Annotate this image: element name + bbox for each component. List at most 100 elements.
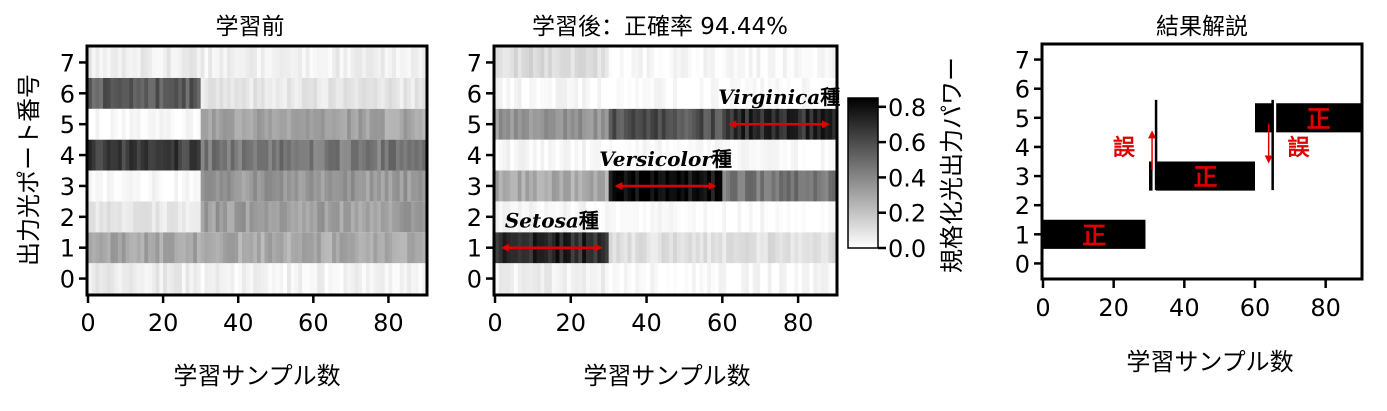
heatmap-cell (129, 263, 134, 294)
heatmap-cell (399, 201, 404, 233)
heatmap-cell (612, 201, 617, 233)
heatmap-cell (498, 77, 503, 109)
heatmap-cell (506, 201, 511, 233)
heatmap-cell (771, 263, 776, 294)
heatmap-cell (95, 139, 100, 171)
heatmap-cell (99, 201, 104, 233)
heatmap-cell (114, 47, 119, 78)
heatmap-cell (722, 139, 727, 171)
heatmap-cell (756, 201, 761, 233)
heatmap-cell (513, 201, 519, 233)
heatmap-cell (673, 139, 678, 171)
heatmap-cell (196, 201, 202, 233)
heatmap-cell (760, 139, 765, 171)
heatmap-cell (608, 232, 613, 264)
heatmap-cell (495, 201, 500, 233)
heatmap-cell (707, 47, 712, 78)
heatmap-cell (395, 47, 401, 78)
heatmap-cell (313, 170, 318, 202)
heatmap-cell (733, 139, 738, 171)
heatmap-cell (309, 108, 314, 140)
heatmap-cell (377, 201, 382, 233)
heatmap-cell (559, 170, 564, 202)
heatmap-cell (540, 201, 545, 233)
heatmap-cell (824, 139, 829, 171)
heatmap-cell (733, 263, 738, 294)
heatmap-cell (238, 47, 243, 78)
heatmap-cell (234, 77, 239, 109)
heatmap-cell (699, 201, 704, 233)
heatmap-cell (166, 232, 172, 264)
heatmap-cell (230, 77, 235, 109)
heatmap-cell (521, 201, 526, 233)
correct-label: 正 (1082, 221, 1106, 249)
heatmap-cell (767, 232, 772, 264)
heatmap-cell (790, 47, 795, 78)
heatmap-cell (313, 139, 318, 171)
heatmap-cell (272, 47, 277, 78)
heatmap-cell (369, 232, 374, 264)
colorbar-tick-label: 0.0 (888, 235, 926, 263)
heatmap-cell (249, 170, 254, 202)
heatmap-cell (230, 170, 235, 202)
heatmap-cell (377, 139, 382, 171)
heatmap-cell (820, 263, 826, 294)
heatmap-cell (272, 170, 277, 202)
heatmap-cell (268, 170, 273, 202)
heatmap-cell (257, 170, 262, 202)
heatmap-cell (155, 170, 160, 202)
heatmap-cell (692, 263, 697, 294)
heatmap-cell (597, 77, 602, 109)
heatmap-cell (495, 170, 500, 202)
heatmap-cell (106, 170, 111, 202)
heatmap-cell (779, 263, 784, 294)
heatmap-cell (354, 139, 359, 171)
heatmap-cell (737, 139, 742, 171)
heatmap-cell (287, 201, 292, 233)
heatmap-cell (722, 201, 727, 233)
heatmap-cell (264, 201, 269, 233)
heatmap-cell (298, 263, 303, 294)
heatmap-cell (801, 47, 807, 78)
heatmap-cell (779, 77, 784, 109)
heatmap-cell (824, 263, 829, 294)
heatmap-cell (253, 170, 258, 202)
heatmap-cell (163, 263, 168, 294)
heatmap-cell (760, 77, 765, 109)
heatmap-cell (249, 108, 254, 140)
heatmap-cell (335, 201, 341, 233)
heatmap-cell (305, 108, 310, 140)
heatmap-cell (817, 139, 822, 171)
y-tick-label: 3 (1015, 163, 1030, 191)
heatmap-cell (140, 77, 145, 109)
heatmap-cell (593, 170, 598, 202)
heatmap-cell (654, 201, 659, 233)
heatmap-cell (155, 77, 160, 109)
heatmap-cell (204, 139, 209, 171)
heatmap-cell (373, 170, 378, 202)
heatmap-cell (279, 170, 284, 202)
heatmap-cell (114, 170, 119, 202)
panel-result: 結果解説 正正正誤誤 0 20 40 60 8001234567 学習サンプル数 (1015, 14, 1364, 376)
heatmap-cell (718, 232, 723, 264)
heatmap-cell (422, 170, 427, 202)
heatmap-cell (661, 201, 666, 233)
heatmap-cell (354, 170, 359, 202)
y-tick-label: 7 (1015, 47, 1030, 75)
heatmap-cell (642, 77, 647, 109)
heatmap-cell (608, 108, 613, 140)
heatmap-cell (741, 201, 746, 233)
heatmap-cell (260, 170, 265, 202)
heatmap-cell (817, 170, 822, 202)
heatmap-cell (178, 263, 183, 294)
heatmap-cell (332, 139, 337, 171)
heatmap-cell (144, 139, 149, 171)
heatmap-cell (726, 77, 731, 109)
heatmap-cell (760, 170, 765, 202)
heatmap-cell (593, 263, 598, 294)
colorbar-tick-label: 0.8 (888, 94, 926, 122)
heatmap-cell (798, 77, 803, 109)
panel-after-frame (492, 44, 839, 297)
heatmap-cell (790, 77, 795, 109)
heatmap-cell (764, 201, 769, 233)
